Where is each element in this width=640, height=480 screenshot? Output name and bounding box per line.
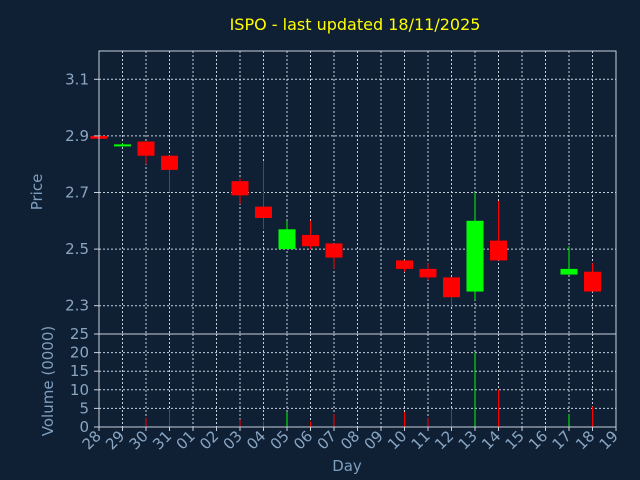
candle-03 — [231, 178, 249, 204]
price-candles — [90, 135, 601, 306]
price-tick-label: 2.7 — [65, 184, 89, 202]
candle-body — [255, 206, 272, 218]
price-gridlines — [98, 51, 617, 334]
day-tick-label: 16 — [525, 427, 551, 453]
day-tick-label: 11 — [408, 427, 434, 453]
candle-body — [278, 229, 296, 250]
candle-body — [302, 234, 319, 247]
price-axis-ticks: 2.3 2.5 2.7 2.9 3.1 — [65, 70, 99, 315]
candle-body — [443, 277, 460, 298]
day-tick-label: 15 — [502, 427, 528, 453]
day-tick-label: 14 — [478, 427, 504, 453]
price-tick-label: 3.1 — [65, 70, 89, 88]
candle-body — [490, 240, 507, 261]
day-tick-label: 08 — [337, 427, 363, 453]
candle-05 — [278, 220, 296, 250]
candle-14 — [490, 200, 507, 261]
candle-07 — [325, 243, 343, 269]
day-tick-label: 05 — [267, 427, 293, 453]
day-tick-label: 30 — [126, 427, 152, 453]
volume-axis-label: Volume (0000) — [39, 326, 57, 436]
day-tick-label: 18 — [572, 427, 598, 453]
day-tick-label: 07 — [314, 427, 340, 453]
price-tick-label: 2.3 — [65, 297, 89, 315]
volume-tick-label: 5 — [79, 399, 89, 417]
candle-04 — [255, 161, 272, 230]
candle-body — [584, 271, 601, 292]
volume-gridlines — [98, 333, 617, 428]
day-tick-label: 01 — [173, 427, 199, 453]
day-tick-label: 31 — [149, 427, 175, 453]
volume-tick-label: 20 — [70, 344, 89, 362]
candle-body — [419, 268, 437, 278]
candle-12 — [443, 277, 460, 306]
candle-body — [560, 268, 578, 275]
day-tick-label: 04 — [243, 427, 269, 453]
candle-body — [396, 260, 413, 269]
day-tick-label: 10 — [384, 427, 410, 453]
volume-tick-label: 15 — [70, 362, 89, 380]
candle-11 — [419, 263, 437, 281]
candle-body — [137, 141, 155, 156]
candle-body — [325, 243, 343, 258]
day-tick-label: 13 — [455, 427, 481, 453]
day-tick-label: 12 — [431, 427, 457, 453]
candle-18 — [584, 263, 601, 292]
day-tick-label: 03 — [220, 427, 246, 453]
candle-29 — [114, 142, 131, 147]
candle-10 — [396, 260, 413, 272]
price-axis-label: Price — [28, 174, 46, 211]
candle-31 — [161, 155, 178, 193]
day-tick-label: 02 — [196, 427, 222, 453]
volume-bars — [145, 352, 593, 427]
candle-body — [114, 144, 131, 147]
candle-13 — [466, 192, 484, 301]
day-tick-label: 09 — [361, 427, 387, 453]
x-axis-label: Day — [332, 457, 362, 475]
candle-body — [466, 220, 484, 292]
candle-body — [231, 181, 249, 196]
volume-tick-label: 10 — [70, 381, 89, 399]
day-axis-ticks: 2829303101020304050607080910111213141516… — [79, 427, 622, 453]
candle-30 — [137, 141, 155, 165]
volume-tick-label: 25 — [70, 325, 89, 343]
candle-17 — [560, 246, 578, 275]
candle-body — [161, 155, 178, 170]
day-tick-label: 29 — [102, 427, 128, 453]
day-tick-label: 19 — [596, 427, 622, 453]
chart-title: ISPO - last updated 18/11/2025 — [230, 15, 481, 34]
price-tick-label: 2.5 — [65, 240, 89, 258]
day-tick-label: 06 — [290, 427, 316, 453]
candle-06 — [302, 220, 319, 250]
price-tick-label: 2.9 — [65, 127, 89, 145]
day-tick-label: 17 — [549, 427, 575, 453]
volume-tick-label: 0 — [79, 418, 89, 436]
